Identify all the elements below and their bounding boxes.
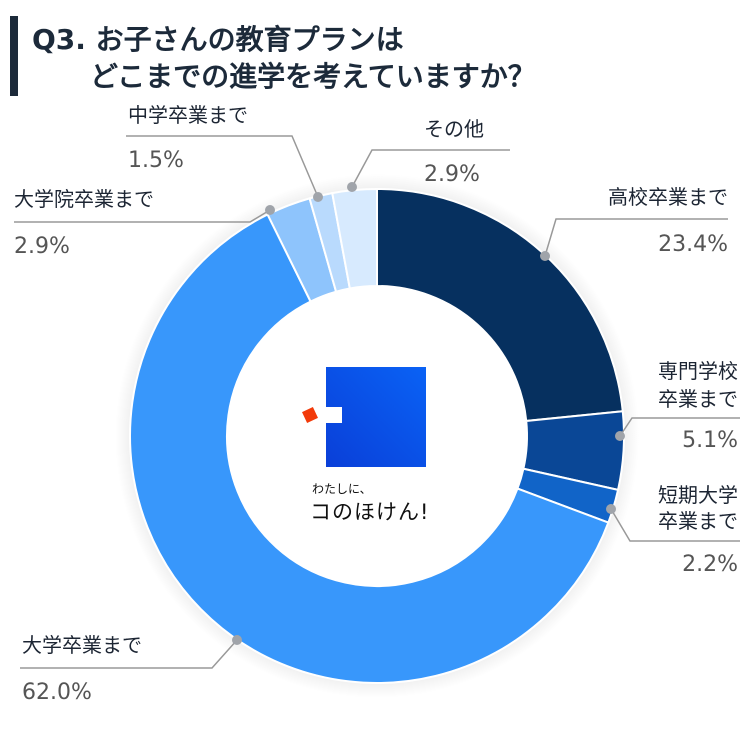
label-graduate-school: 大学院卒業まで xyxy=(14,187,154,211)
leader-line-vocational xyxy=(619,417,740,437)
value-high-school: 23.4% xyxy=(658,232,728,257)
leader-dot-graduate-school xyxy=(265,205,275,215)
value-graduate-school: 2.9% xyxy=(14,234,70,259)
label-vocational-line1: 専門学校 xyxy=(658,359,738,383)
value-vocational: 5.1% xyxy=(682,428,738,453)
leader-dot-university xyxy=(232,635,242,645)
logo-name: コのほけん! xyxy=(310,500,430,524)
leader-dot-other xyxy=(347,182,357,192)
leader-line-high-school xyxy=(544,218,728,257)
label-junior-college-line2: 卒業まで xyxy=(658,509,738,533)
leader-line-graduate-school xyxy=(14,209,271,223)
value-other: 2.9% xyxy=(424,162,480,187)
leader-line-university xyxy=(20,639,238,669)
label-junior-high: 中学卒業まで xyxy=(128,103,248,127)
title-accent-bar xyxy=(10,16,18,96)
page-title-line2: どこまでの進学を考えていますか？ xyxy=(90,60,536,93)
value-junior-college: 2.2% xyxy=(682,552,738,577)
label-other: その他 xyxy=(424,117,484,141)
leader-dot-vocational xyxy=(615,431,625,441)
leader-dot-high-school xyxy=(540,251,550,261)
value-university: 62.0% xyxy=(22,680,92,705)
label-vocational-line2: 卒業まで xyxy=(658,387,738,411)
slice-university xyxy=(129,213,610,684)
value-junior-high: 1.5% xyxy=(128,148,184,173)
leader-line-junior-college xyxy=(610,508,740,542)
label-junior-college-line1: 短期大学 xyxy=(658,483,738,507)
leader-line-junior-high xyxy=(126,135,319,198)
leader-line-other xyxy=(351,149,510,188)
brand-logo-icon xyxy=(302,367,426,467)
label-university: 大学卒業まで xyxy=(22,633,142,657)
page-title-line1: Q3. お子さんの教育プランは xyxy=(32,23,404,56)
leader-dot-junior-college xyxy=(606,504,616,514)
label-high-school: 高校卒業まで xyxy=(608,185,728,209)
logo-tagline: わたしに、 xyxy=(312,482,372,496)
leader-dot-junior-high xyxy=(313,192,323,202)
